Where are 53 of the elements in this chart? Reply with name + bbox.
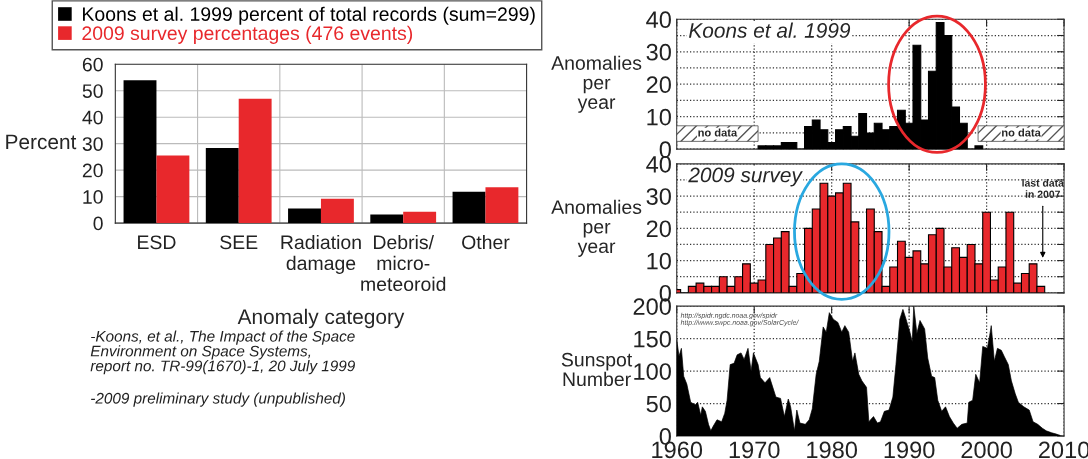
- x-tick-label: 2000: [961, 441, 1012, 459]
- bar: [205, 147, 239, 224]
- bar: [320, 198, 354, 224]
- text: -Koons, et al., The Impact of the Space Environment on Space Systems, report no. TR-99(1670)-1, 20 July 1999: [90, 330, 355, 375]
- y-tick-label: 20: [646, 220, 671, 238]
- text: -2009 preliminary study (unpublished): [91, 392, 346, 407]
- x-tick-label: Debris/ micro- meteoroid: [361, 234, 446, 292]
- x-tick-label: 1980: [807, 441, 858, 459]
- annotation: last data in 2007: [1022, 179, 1064, 198]
- legend-label: 2009 survey percentages (476 events): [82, 25, 413, 44]
- x-tick-label: SEE: [220, 235, 258, 250]
- y-axis-title: Anomalies per year: [551, 55, 642, 113]
- y-tick-label: 100: [634, 363, 671, 380]
- y-tick-label: 10: [647, 252, 671, 270]
- bar: [123, 80, 157, 224]
- y-tick-label: 50: [646, 395, 671, 413]
- bar: [485, 187, 519, 224]
- y-axis-title: Percent: [6, 134, 77, 150]
- y-tick-label: 60: [82, 57, 103, 72]
- bar: [974, 145, 984, 150]
- bar: [370, 214, 404, 224]
- y-tick-label: 40: [646, 155, 671, 173]
- x-tick-label: Radiation damage: [281, 234, 361, 274]
- chart-title: 2009 survey: [688, 167, 803, 187]
- band-label: no data: [1002, 128, 1041, 137]
- y-tick-label: 10: [647, 108, 671, 126]
- bar: [238, 98, 272, 224]
- y-tick-label: 30: [646, 188, 671, 205]
- x-tick-label: 1970: [729, 441, 780, 459]
- bar: [288, 208, 321, 224]
- legend-label: Koons et al. 1999 percent of total records (sum=299): [83, 6, 535, 25]
- y-tick-label: 30: [82, 137, 103, 151]
- y-tick-label: 150: [634, 330, 671, 348]
- y-tick-label: 10: [83, 190, 103, 204]
- y-tick-label: 40: [646, 11, 671, 29]
- y-axis-title: Sunspot Number: [561, 352, 633, 387]
- x-tick-label: ESD: [138, 235, 176, 250]
- x-tick-label: 1990: [884, 441, 935, 459]
- y-tick-label: 0: [659, 141, 671, 158]
- y-tick-label: 40: [82, 110, 103, 125]
- band-label: no data: [698, 128, 738, 137]
- y-axis-title: Anomalies per year: [551, 199, 642, 257]
- y-tick-label: 50: [82, 84, 103, 98]
- x-axis-title: Anomaly category: [237, 308, 405, 329]
- x-tick-label: Other: [462, 234, 510, 250]
- y-tick-label: 30: [646, 43, 671, 61]
- y-tick-label: 20: [82, 163, 103, 178]
- bar: [452, 191, 486, 224]
- bar: [403, 211, 437, 224]
- y-tick-label: 0: [93, 216, 103, 231]
- chart-title: Koons et al. 1999: [689, 22, 851, 38]
- bar: [156, 155, 190, 224]
- y-tick-label: 20: [646, 76, 671, 94]
